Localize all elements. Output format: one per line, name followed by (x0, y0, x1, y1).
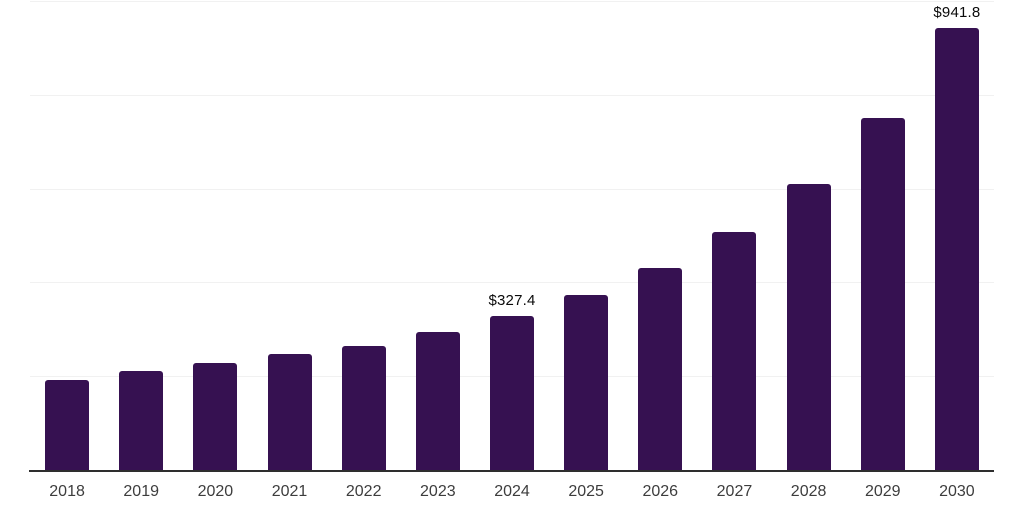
bar-slot-2028 (772, 1, 846, 470)
bar-2021 (267, 354, 312, 470)
bar-slot-2023 (401, 1, 475, 470)
x-tick-label-2026: 2026 (642, 483, 679, 500)
bar-2030 (934, 28, 979, 470)
bar-2018 (45, 379, 90, 470)
gridline-800 (30, 94, 994, 96)
bar-slot-2027 (697, 1, 771, 470)
bar-slot-2024: $327.4 (475, 1, 549, 470)
bar-slot-2020 (178, 1, 252, 470)
bar-slot-2019 (104, 1, 178, 470)
bar-slot-2029 (846, 1, 920, 470)
x-tick-label-2029: 2029 (864, 483, 901, 500)
x-tick-label-2023: 2023 (420, 483, 456, 500)
bar-slot-2030: $941.8 (920, 1, 994, 470)
bar-2023 (415, 332, 460, 470)
bar-2027 (712, 231, 757, 470)
bar-2020 (193, 362, 238, 470)
gridline-400 (30, 282, 994, 284)
plot-area: $327.4 $941.8 (30, 1, 994, 470)
x-tick-label-2019: 2019 (123, 483, 159, 500)
bar-2029 (860, 117, 905, 470)
data-label-2024: $327.4 (488, 292, 536, 310)
x-tick-label-2022: 2022 (345, 483, 382, 500)
x-tick-label-2028: 2028 (790, 483, 827, 500)
data-label-2030: $941.8 (933, 4, 981, 22)
bar-slot-2026 (623, 1, 697, 470)
bar-slot-2025 (549, 1, 623, 470)
gridline-1000 (30, 1, 994, 2)
x-tick-label-2025: 2025 (568, 483, 604, 500)
bar-2022 (341, 346, 386, 470)
gridline-600 (30, 188, 994, 190)
bar-slot-2022 (327, 1, 401, 470)
x-axis-line (29, 470, 994, 472)
x-tick-label-2018: 2018 (49, 483, 85, 500)
bar-slot-2018 (30, 1, 104, 470)
x-tick-label-2020: 2020 (197, 483, 234, 500)
bar-slot-2021 (252, 1, 326, 470)
x-tick-label-2021: 2021 (271, 483, 308, 500)
bar-2028 (786, 183, 831, 470)
bar-2026 (638, 267, 683, 470)
bar-2025 (564, 294, 609, 470)
bar-2024 (489, 316, 534, 470)
x-tick-label-2027: 2027 (716, 483, 753, 500)
x-tick-label-2024: 2024 (494, 483, 530, 500)
x-tick-label-2030: 2030 (939, 483, 975, 500)
x-axis-labels: 2018 2019 2020 2021 2022 2023 2024 2025 2026 2027… (30, 483, 994, 505)
bar-2019 (119, 370, 164, 470)
